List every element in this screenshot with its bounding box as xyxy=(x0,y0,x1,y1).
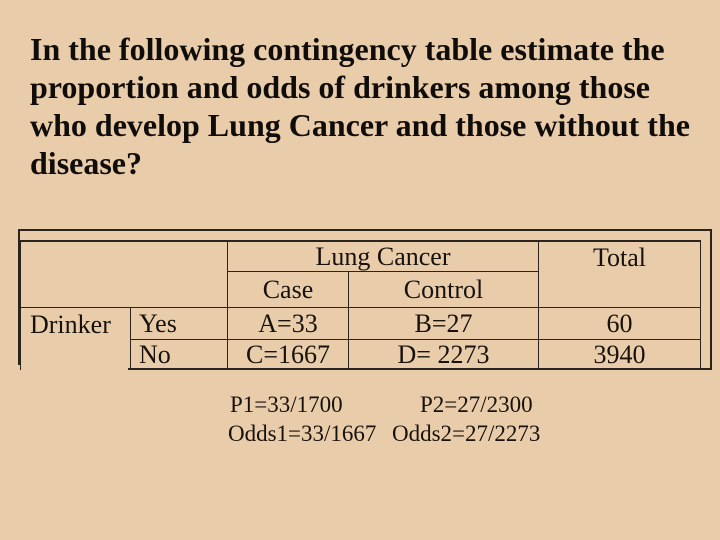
cell-control-yes: B=27 xyxy=(348,307,539,340)
contingency-table: Lung Cancer Total Case Control Drinker Y… xyxy=(20,240,701,370)
row-label-no: No xyxy=(130,339,228,370)
title-line-3: who develop Lung Cancer and those withou… xyxy=(30,107,690,143)
control-column-header: Control xyxy=(348,271,539,308)
table-outer-border-top xyxy=(18,229,712,231)
drinker-row-label: Drinker xyxy=(20,307,131,370)
cell-total-no: 3940 xyxy=(538,339,701,370)
formula-proportion-p2: P2=27/2300 xyxy=(420,392,533,417)
formula-odds2: Odds2=27/2273 xyxy=(392,421,541,446)
corner-empty-cell xyxy=(20,240,228,308)
cell-case-no: C=1667 xyxy=(227,339,349,370)
page-title: In the following contingency table estim… xyxy=(30,30,702,182)
title-line-1: In the following contingency table estim… xyxy=(30,31,665,67)
table-outer-border-right xyxy=(710,229,712,370)
formula-proportion-p1: P1=33/1700 xyxy=(230,392,343,417)
formula-odds1: Odds1=33/1667 xyxy=(228,421,377,446)
total-column-header: Total xyxy=(538,240,701,308)
row-label-yes: Yes xyxy=(130,307,228,340)
title-line-4: disease? xyxy=(30,145,142,181)
cell-control-no: D= 2273 xyxy=(348,339,539,370)
title-line-2: proportion and odds of drinkers among th… xyxy=(30,69,650,105)
table-outer-border-left xyxy=(18,229,20,365)
cell-total-yes: 60 xyxy=(538,307,701,340)
lung-cancer-group-header: Lung Cancer xyxy=(227,240,539,272)
cell-case-yes: A=33 xyxy=(227,307,349,340)
case-column-header: Case xyxy=(227,271,349,308)
